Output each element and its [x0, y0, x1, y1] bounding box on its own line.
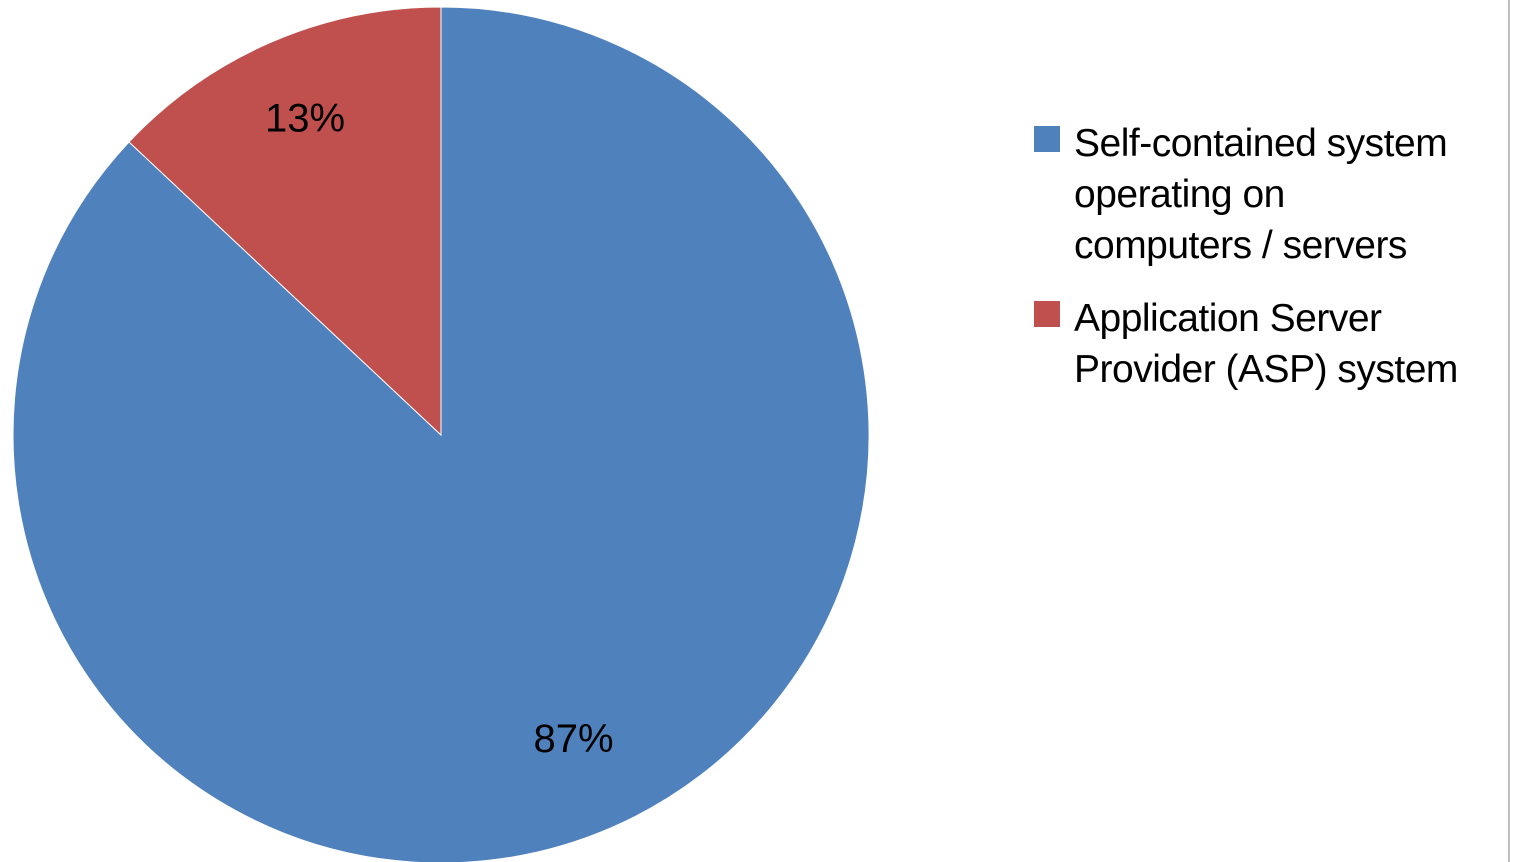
- legend-swatch-asp: [1034, 301, 1060, 327]
- legend-item-self-contained: Self-contained system operating on compu…: [1034, 118, 1504, 271]
- legend-swatch-self-contained: [1034, 126, 1060, 152]
- legend-label-asp: Application Server Provider (ASP) system: [1074, 297, 1458, 391]
- chart-legend: Self-contained system operating on compu…: [1034, 118, 1504, 417]
- pie-slice-asp: [128, 6, 442, 437]
- legend-item-asp: Application Server Provider (ASP) system: [1034, 293, 1504, 395]
- data-label-self-contained: 87%: [534, 717, 614, 761]
- legend-label-self-contained: Self-contained system operating on compu…: [1074, 122, 1448, 267]
- data-label-asp: 13%: [265, 96, 345, 140]
